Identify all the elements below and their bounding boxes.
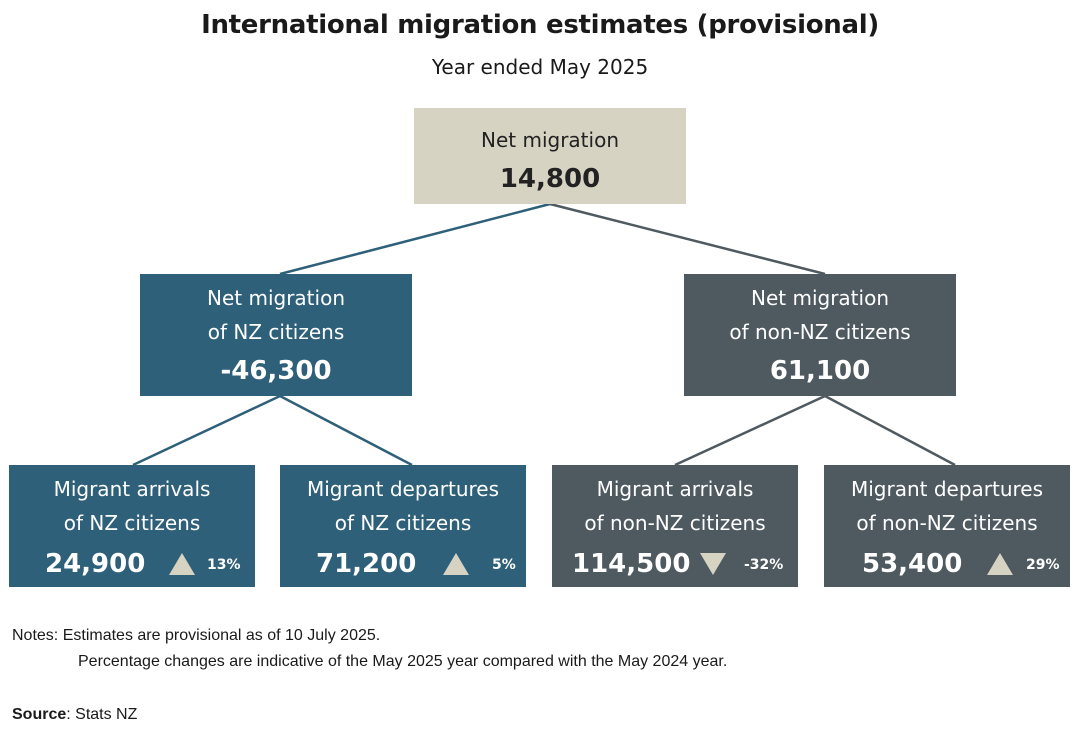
chart-subtitle: Year ended May 2025 [431, 55, 649, 79]
nz-arrivals-box: Migrant arrivals of NZ citizens 24,900 1… [9, 465, 255, 587]
non-nz-departures-label-line2: of non-NZ citizens [856, 511, 1038, 535]
non-nz-arrivals-box: Migrant arrivals of non-NZ citizens 114,… [552, 465, 798, 587]
nz-citizens-label-line1: Net migration [207, 286, 345, 310]
source-line: Source: Stats NZ [12, 706, 137, 724]
chart-title: International migration estimates (provi… [201, 10, 879, 40]
nz-citizens-value: -46,300 [220, 356, 332, 386]
nz-citizens-label-line2: of NZ citizens [207, 320, 345, 344]
non-nz-arrivals-change: -32% [744, 557, 784, 573]
notes: Notes: Estimates are provisional as of 1… [12, 623, 727, 675]
connector-nz-departures [279, 394, 413, 467]
source-text: : Stats NZ [66, 706, 138, 723]
net-migration-box: Net migration 14,800 [414, 108, 686, 204]
nz-arrivals-value: 24,900 [45, 549, 146, 579]
nz-departures-label-line1: Migrant departures [306, 477, 500, 501]
notes-text-2: Percentage changes are indicative of the… [78, 653, 728, 670]
non-nz-arrivals-value: 114,500 [572, 549, 691, 579]
nz-arrivals-label-line1: Migrant arrivals [53, 477, 211, 501]
nz-arrivals-label-line2: of NZ citizens [63, 511, 201, 535]
triangle-up-icon [443, 553, 469, 575]
connector-non-nz-arrivals [674, 394, 826, 467]
triangle-down-icon [700, 553, 726, 575]
triangle-up-icon [169, 553, 195, 575]
nz-departures-box: Migrant departures of NZ citizens 71,200… [280, 465, 526, 587]
connector-root-nz [279, 202, 551, 276]
nz-citizens-box: Net migration of NZ citizens -46,300 [140, 274, 412, 396]
notes-label: Notes: [12, 627, 59, 644]
net-migration-label: Net migration [481, 128, 619, 152]
non-nz-departures-label-line1: Migrant departures [850, 477, 1044, 501]
nz-arrivals-change: 13% [207, 557, 241, 573]
nz-departures-label-line2: of NZ citizens [334, 511, 472, 535]
connector-nz-arrivals [132, 394, 281, 467]
nz-departures-value: 71,200 [316, 549, 417, 579]
non-nz-citizens-label-line1: Net migration [751, 286, 889, 310]
connector-non-nz-departures [824, 394, 956, 467]
source-label: Source [12, 706, 67, 723]
connector-root-non-nz [549, 202, 826, 276]
notes-line1: Notes: Estimates are provisional as of 1… [12, 623, 727, 649]
non-nz-citizens-value: 61,100 [769, 356, 871, 386]
non-nz-citizens-label-line2: of non-NZ citizens [729, 320, 911, 344]
triangle-up-icon [987, 553, 1013, 575]
notes-text-1: Estimates are provisional as of 10 July … [62, 627, 381, 644]
non-nz-departures-change: 29% [1026, 557, 1060, 573]
nz-departures-change: 5% [492, 557, 516, 573]
non-nz-citizens-box: Net migration of non-NZ citizens 61,100 [684, 274, 956, 396]
non-nz-arrivals-label-line1: Migrant arrivals [596, 477, 754, 501]
net-migration-value: 14,800 [499, 164, 601, 194]
non-nz-arrivals-label-line2: of non-NZ citizens [584, 511, 766, 535]
non-nz-departures-value: 53,400 [862, 549, 963, 579]
non-nz-departures-box: Migrant departures of non-NZ citizens 53… [824, 465, 1070, 587]
